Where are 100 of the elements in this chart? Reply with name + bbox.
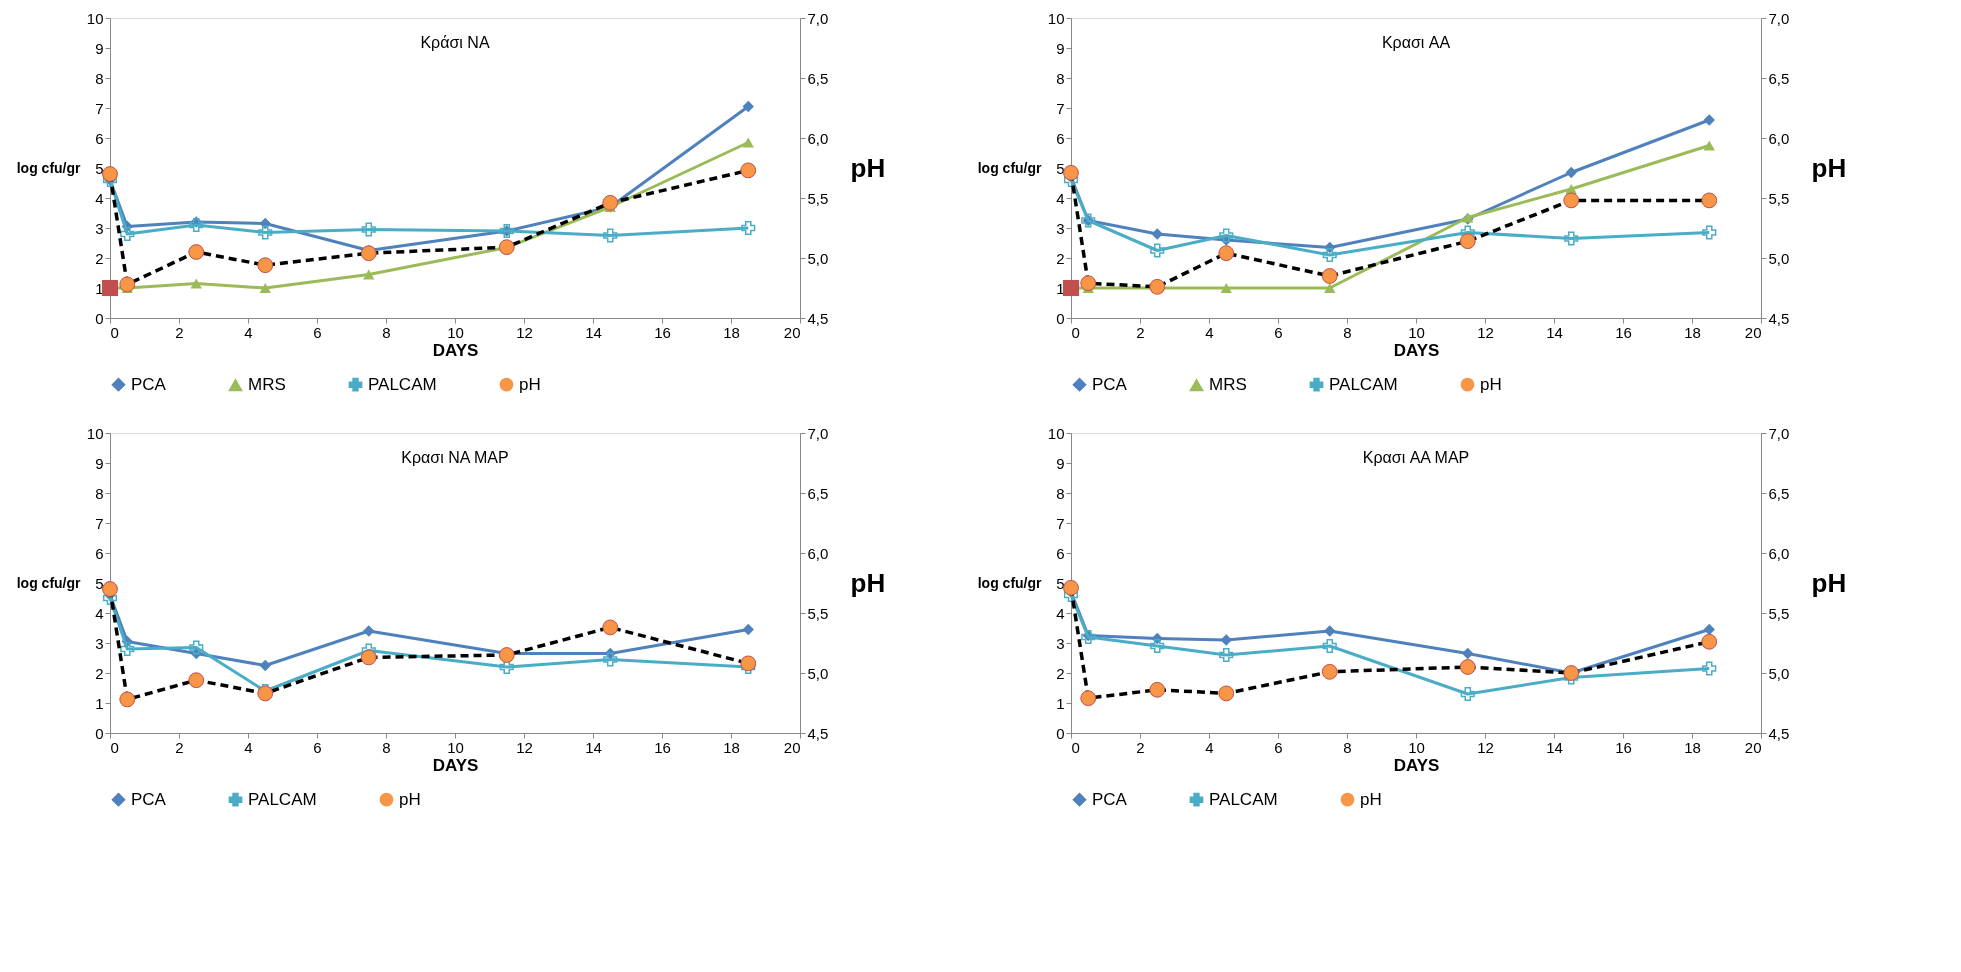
y2-tick-label: 7,0 (1768, 9, 1790, 27)
legend-label: PCA (1092, 789, 1128, 809)
x-tick-label: 6 (313, 738, 322, 756)
y-tick-label: 3 (1056, 219, 1065, 237)
y-tick-label: 7 (95, 514, 104, 532)
x-tick-label: 8 (1343, 323, 1352, 341)
y2-tick-label: 5,0 (807, 249, 829, 267)
legend-label: PALCAM (368, 374, 437, 394)
legend-label: PALCAM (1209, 789, 1278, 809)
y2-tick-label: 5,5 (1768, 189, 1790, 207)
x-tick-label: 20 (783, 323, 801, 341)
y2-axis-title: pH (1811, 152, 1847, 183)
x-tick-label: 8 (382, 323, 391, 341)
y-tick-label: 7 (95, 99, 104, 117)
y-tick-label: 9 (1056, 39, 1065, 57)
x-tick-label: 6 (1274, 323, 1283, 341)
x-axis-title: DAYS (432, 340, 479, 360)
x-tick-label: 16 (1615, 738, 1632, 756)
x-tick-label: 14 (585, 738, 602, 756)
y-tick-label: 7 (1056, 514, 1065, 532)
x-tick-label: 12 (1477, 738, 1494, 756)
y-tick-label: 5 (1056, 159, 1065, 177)
legend-label: MRS (1209, 375, 1247, 395)
y2-tick-label: 6,0 (1768, 544, 1790, 562)
y2-tick-label: 6,0 (807, 129, 829, 147)
y-tick-label: 8 (1056, 69, 1065, 87)
x-tick-label: 10 (1408, 738, 1425, 756)
x-tick-label: 18 (723, 738, 740, 756)
y-tick-label: 4 (95, 189, 104, 207)
x-tick-label: 2 (175, 738, 184, 756)
y-tick-label: 0 (95, 309, 104, 327)
y2-tick-label: 7,0 (807, 9, 829, 27)
legend-label: PALCAM (248, 789, 317, 809)
y-tick-label: 6 (1056, 544, 1065, 562)
x-tick-label: 2 (1136, 323, 1145, 341)
y2-axis-title: pH (850, 152, 886, 183)
y2-tick-label: 7,0 (807, 424, 829, 442)
y-tick-label: 6 (95, 544, 104, 562)
y-tick-label: 6 (95, 129, 104, 147)
x-tick-label: 14 (1546, 738, 1563, 756)
x-tick-label: 0 (110, 323, 119, 341)
legend-label: PCA (1092, 374, 1128, 394)
y2-tick-label: 6,5 (807, 69, 829, 87)
y2-tick-label: 5,5 (1768, 604, 1790, 622)
y2-tick-label: 5,0 (1768, 664, 1790, 682)
x-tick-label: 4 (244, 738, 253, 756)
x-tick-label: 12 (1477, 323, 1494, 341)
y-tick-label: 3 (95, 634, 104, 652)
y-tick-label: 8 (1056, 484, 1065, 502)
y-tick-label: 1 (1056, 694, 1065, 712)
x-tick-label: 4 (1205, 738, 1214, 756)
y-tick-label: 10 (86, 424, 104, 442)
legend-label: pH (1480, 374, 1502, 394)
legend-label: MRS (248, 375, 286, 395)
legend-label: pH (1360, 789, 1382, 809)
x-tick-label: 18 (1684, 738, 1701, 756)
y-tick-label: 2 (1056, 664, 1065, 682)
y-tick-label: 4 (1056, 604, 1065, 622)
y-axis-title: log cfu/gr (16, 159, 82, 176)
y2-tick-label: 7,0 (1768, 424, 1790, 442)
x-tick-label: 4 (1205, 323, 1214, 341)
y2-tick-label: 4,5 (1768, 309, 1790, 327)
y-tick-label: 9 (95, 39, 104, 57)
y-tick-label: 4 (95, 604, 104, 622)
text: Κρασι NA MAP (401, 449, 509, 466)
x-tick-label: 12 (516, 738, 533, 756)
x-tick-label: 10 (1408, 323, 1425, 341)
x-tick-label: 12 (516, 323, 533, 341)
x-tick-label: 6 (1274, 738, 1283, 756)
y-axis-title: log cfu/gr (977, 574, 1043, 591)
y-tick-label: 0 (1056, 724, 1065, 742)
y-tick-label: 10 (1047, 9, 1065, 27)
y2-tick-label: 4,5 (807, 724, 829, 742)
y-tick-label: 5 (95, 574, 104, 592)
y-tick-label: 9 (1056, 454, 1065, 472)
y2-tick-label: 5,0 (1768, 249, 1790, 267)
y-tick-label: 2 (95, 664, 104, 682)
y-tick-label: 7 (1056, 99, 1065, 117)
x-axis-title: DAYS (432, 755, 479, 775)
y-tick-label: 0 (95, 724, 104, 742)
text: Κρασι AA MAP (1362, 449, 1470, 466)
x-tick-label: 16 (654, 738, 671, 756)
y2-tick-label: 4,5 (807, 309, 829, 327)
y-tick-label: 5 (95, 159, 104, 177)
x-tick-label: 4 (244, 323, 253, 341)
x-tick-label: 14 (1546, 323, 1563, 341)
y2-tick-label: 5,0 (807, 664, 829, 682)
y2-tick-label: 6,5 (1768, 484, 1790, 502)
legend-label: PCA (131, 789, 167, 809)
y-tick-label: 3 (1056, 634, 1065, 652)
x-tick-label: 18 (723, 323, 740, 341)
y-tick-label: 10 (86, 9, 104, 27)
legend-label: pH (519, 374, 541, 394)
y-tick-label: 0 (1056, 309, 1065, 327)
y-tick-label: 2 (1056, 249, 1065, 267)
y2-tick-label: 6,5 (1768, 69, 1790, 87)
y-tick-label: 9 (95, 454, 104, 472)
y2-axis-title: pH (850, 567, 886, 598)
y2-tick-label: 4,5 (1768, 724, 1790, 742)
y2-tick-label: 5,5 (807, 604, 829, 622)
